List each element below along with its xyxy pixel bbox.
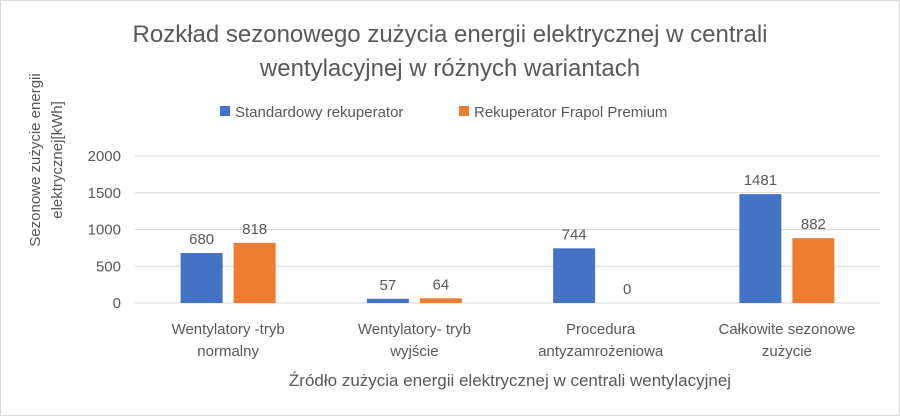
data-label: 818 (242, 221, 267, 238)
legend-swatch (220, 106, 230, 116)
data-label: 680 (189, 231, 214, 248)
chart-title-line-2: wentylacyjnej w różnych wariantach (259, 55, 641, 82)
x-tick-label: zużycie (762, 343, 812, 360)
x-tick-label: Wentylatory -tryb (172, 321, 285, 338)
bar-premium (792, 238, 835, 303)
data-label: 64 (433, 276, 450, 293)
x-tick-label: antyzamrożeniowa (538, 343, 664, 360)
data-label: 0 (623, 281, 631, 298)
x-tick-label: Procedura (566, 321, 636, 338)
legend-swatch (459, 106, 469, 116)
bar-standard (553, 248, 596, 303)
x-tick-label: wyjście (389, 343, 438, 360)
bar-standard (180, 253, 223, 303)
x-tick-label: Wentylatory- tryb (358, 321, 471, 338)
data-label: 882 (801, 216, 826, 233)
y-tick-label: 1500 (88, 185, 121, 202)
x-axis-title: Źródło zużycia energii elektrycznej w ce… (289, 371, 731, 390)
data-label: 57 (380, 277, 397, 294)
legend-label: Rekuperator Frapol Premium (474, 104, 667, 121)
x-tick-label: normalny (197, 343, 259, 360)
bar-standard (366, 298, 409, 303)
chart-title-line-1: Rozkład sezonowego zużycia energii elekt… (132, 21, 768, 48)
y-tick-label: 0 (113, 295, 121, 312)
bar-premium (419, 298, 462, 303)
chart-title: Rozkład sezonowego zużycia energii elekt… (40, 18, 860, 86)
bar-premium (233, 242, 276, 303)
data-label: 744 (562, 226, 587, 243)
y-tick-label: 2000 (88, 148, 121, 165)
y-tick-label: 1000 (88, 222, 121, 239)
legend-label: Standardowy rekuperator (235, 104, 403, 121)
data-label: 1481 (744, 172, 777, 189)
y-tick-label: 500 (96, 258, 121, 275)
y-axis-title-line-2: elektrycznej[kWh] (49, 101, 66, 219)
bar-standard (739, 194, 782, 303)
x-tick-label: Całkowite sezonowe (719, 321, 856, 338)
y-axis-title-line-1: Sezonowe zużycie energii (27, 73, 44, 246)
